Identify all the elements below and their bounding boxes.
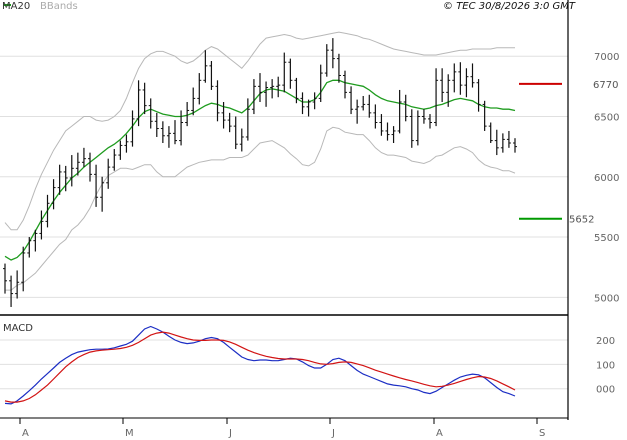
ma20-path — [4, 79, 516, 261]
price-bars — [3, 38, 517, 307]
bb-upper-line — [4, 31, 515, 231]
bb-lower-line — [5, 126, 516, 291]
support-level-label: 5652 — [569, 215, 594, 226]
macd-tick-label: 200 — [596, 336, 615, 347]
price-levels: 6770 5652 — [519, 80, 618, 226]
grid — [0, 55, 568, 390]
x-tick-label: J — [331, 428, 335, 439]
macd-tick-label: 000 — [596, 385, 615, 396]
copyright-text: © TEC 30/8/2026 3:0 GMT — [443, 1, 576, 12]
price-tick-label: 6500 — [594, 112, 619, 123]
ma20-line — [4, 79, 516, 261]
bollinger-bands — [4, 31, 516, 291]
price-tick-label: 5000 — [594, 293, 619, 304]
price-tick-label: 5500 — [594, 233, 619, 244]
ma20-legend-label: MA20 — [2, 1, 30, 12]
resistance-level-label: 6770 — [593, 80, 618, 91]
macd-panel-label: MACD — [3, 323, 33, 334]
ma20-legend-swatch — [4, 4, 11, 6]
price-tick-label: 6000 — [594, 173, 619, 184]
macd-tick-label: 100 — [596, 360, 615, 371]
macd-lines — [4, 325, 516, 405]
price-tick-label: 7000 — [594, 52, 619, 63]
signal-line-path — [4, 331, 516, 403]
x-tick-label: A — [436, 428, 443, 439]
macd-line-path — [4, 325, 516, 405]
axis-ticks: 7000 6500 6000 5500 5000 200 100 000 A M J J A S — [19, 52, 619, 439]
plot-frames — [0, 0, 569, 420]
x-tick-label: S — [539, 428, 545, 439]
x-tick-label: A — [22, 428, 29, 439]
bbands-legend-label: BBands — [40, 1, 78, 12]
x-tick-label: M — [125, 428, 134, 439]
x-tick-label: J — [228, 428, 232, 439]
